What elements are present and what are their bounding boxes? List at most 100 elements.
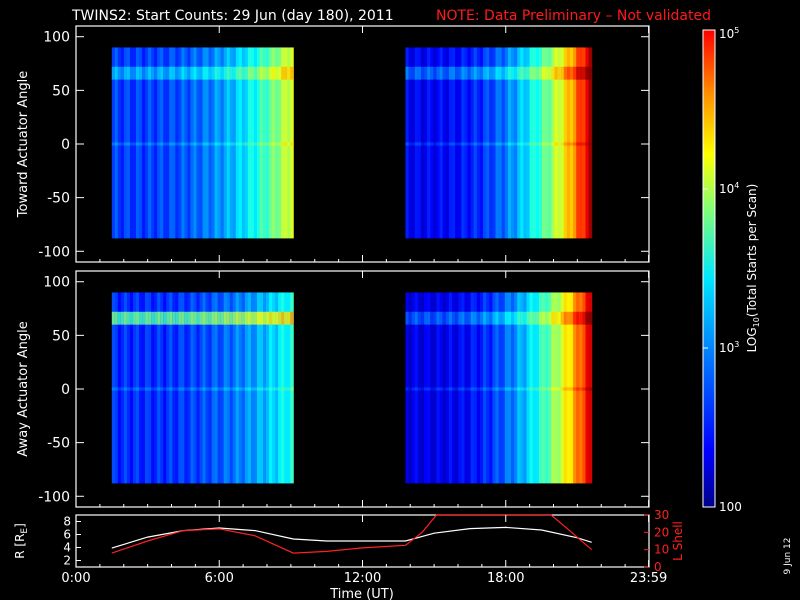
middle-heatmap-band: [263, 311, 267, 325]
middle-heatmap-zero-line: [123, 387, 128, 391]
middle-heatmap-zero-line: [205, 387, 210, 391]
top-heatmap-band: [139, 66, 143, 80]
middle-heatmap-zero-line: [430, 387, 434, 391]
top-heatmap-band: [566, 66, 571, 80]
top-heatmap-zero-line: [424, 142, 428, 146]
top-heatmap-zero-line: [526, 142, 531, 146]
middle-heatmap-band: [175, 311, 179, 325]
top-heatmap-zero-line: [211, 142, 216, 146]
colorbar-tick-label: 104: [719, 181, 739, 196]
top-heatmap-zero-line: [492, 142, 496, 146]
top-heatmap-zero-line: [129, 142, 134, 146]
top-heatmap-zero-line: [507, 142, 512, 146]
top-heatmap-zero-line: [175, 142, 179, 146]
middle-heatmap-zero-line: [470, 387, 475, 391]
middle-heatmap-zero-line: [420, 387, 425, 391]
middle-heatmap-band: [473, 311, 478, 325]
top-heatmap-zero-line: [430, 142, 434, 146]
top-heatmap-band: [287, 66, 291, 80]
middle-heatmap-zero-line: [433, 387, 438, 391]
top-heatmap-band: [408, 66, 413, 80]
top-heatmap-band: [129, 66, 134, 80]
top-heatmap-zero-line: [532, 142, 537, 146]
middle-heatmap-zero-line: [532, 387, 537, 391]
middle-heatmap-band: [489, 311, 493, 325]
middle-heatmap-zero-line: [166, 387, 170, 391]
middle-heatmap-zero-line: [232, 387, 237, 391]
top-heatmap-zero-line: [557, 142, 562, 146]
middle-heatmap-zero-line: [238, 387, 243, 391]
top-heatmap-zero-line: [489, 142, 493, 146]
middle-heatmap-zero-line: [217, 387, 222, 391]
middle-heatmap-band: [247, 311, 252, 325]
top-heatmap-zero-line: [551, 142, 555, 146]
top-y-tick-label: -50: [47, 191, 70, 207]
middle-heatmap-band: [585, 311, 590, 325]
middle-heatmap-zero-line: [542, 387, 546, 391]
middle-heatmap-zero-line: [181, 387, 185, 391]
radius-y-tick-label: 4: [63, 541, 71, 555]
top-heatmap-zero-line: [184, 142, 188, 146]
middle-heatmap-zero-line: [157, 387, 161, 391]
middle-heatmap-band: [166, 311, 170, 325]
middle-heatmap-band: [178, 311, 182, 325]
top-heatmap-zero-line: [554, 142, 559, 146]
middle-heatmap-band: [284, 311, 288, 325]
middle-heatmap-zero-line: [275, 387, 279, 391]
top-heatmap-band: [190, 66, 194, 80]
top-heatmap-zero-line: [535, 142, 540, 146]
top-heatmap-zero-line: [529, 142, 534, 146]
middle-heatmap-band: [458, 311, 462, 325]
middle-heatmap-zero-line: [495, 387, 500, 391]
side-date: 9 Jun 12: [783, 538, 793, 575]
top-heatmap-band: [151, 66, 155, 80]
top-heatmap-zero-line: [235, 142, 240, 146]
top-heatmap-band: [193, 66, 197, 80]
top-heatmap-band: [154, 66, 158, 80]
top-heatmap-zero-line: [569, 142, 574, 146]
top-heatmap-zero-line: [545, 142, 549, 146]
lshell-y-tick-label: 30: [654, 508, 669, 522]
top-heatmap-band: [473, 66, 478, 80]
top-heatmap-band: [573, 66, 577, 80]
middle-heatmap-zero-line: [139, 387, 143, 391]
middle-heatmap-zero-line: [473, 387, 478, 391]
lshell-axis-label: L Shell: [671, 521, 685, 561]
middle-heatmap-band: [427, 311, 431, 325]
top-heatmap-band: [486, 66, 490, 80]
middle-heatmap-zero-line: [467, 387, 472, 391]
top-y-tick-label: 0: [61, 137, 70, 153]
top-heatmap-band: [526, 66, 531, 80]
top-heatmap-band: [535, 66, 540, 80]
middle-heatmap-zero-line: [439, 387, 444, 391]
middle-heatmap-band: [217, 311, 222, 325]
middle-heatmap-zero-line: [266, 387, 270, 391]
top-heatmap-zero-line: [247, 142, 252, 146]
middle-heatmap-zero-line: [284, 387, 288, 391]
top-heatmap-band: [529, 66, 534, 80]
top-heatmap-zero-line: [284, 142, 288, 146]
top-heatmap-band: [417, 66, 422, 80]
top-heatmap-zero-line: [266, 142, 270, 146]
top-heatmap-zero-line: [202, 142, 207, 146]
middle-heatmap-zero-line: [458, 387, 462, 391]
middle-heatmap-band: [256, 311, 261, 325]
middle-heatmap-zero-line: [569, 387, 574, 391]
top-heatmap-band: [439, 66, 444, 80]
top-heatmap-zero-line: [473, 142, 478, 146]
middle-heatmap-band: [151, 311, 155, 325]
middle-heatmap-band: [545, 311, 549, 325]
middle-heatmap-zero-line: [281, 387, 285, 391]
top-heatmap-zero-line: [498, 142, 503, 146]
middle-heatmap-zero-line: [269, 387, 273, 391]
colorbar-tick-label: 105: [719, 26, 739, 41]
middle-heatmap-zero-line: [479, 387, 484, 391]
middle-heatmap-band: [436, 311, 441, 325]
middle-heatmap-zero-line: [554, 387, 559, 391]
lshell-series-line: [111, 514, 593, 554]
middle-heatmap-zero-line: [526, 387, 531, 391]
middle-heatmap-zero-line: [145, 387, 149, 391]
top-heatmap-band: [414, 66, 419, 80]
top-heatmap-band: [576, 66, 580, 80]
